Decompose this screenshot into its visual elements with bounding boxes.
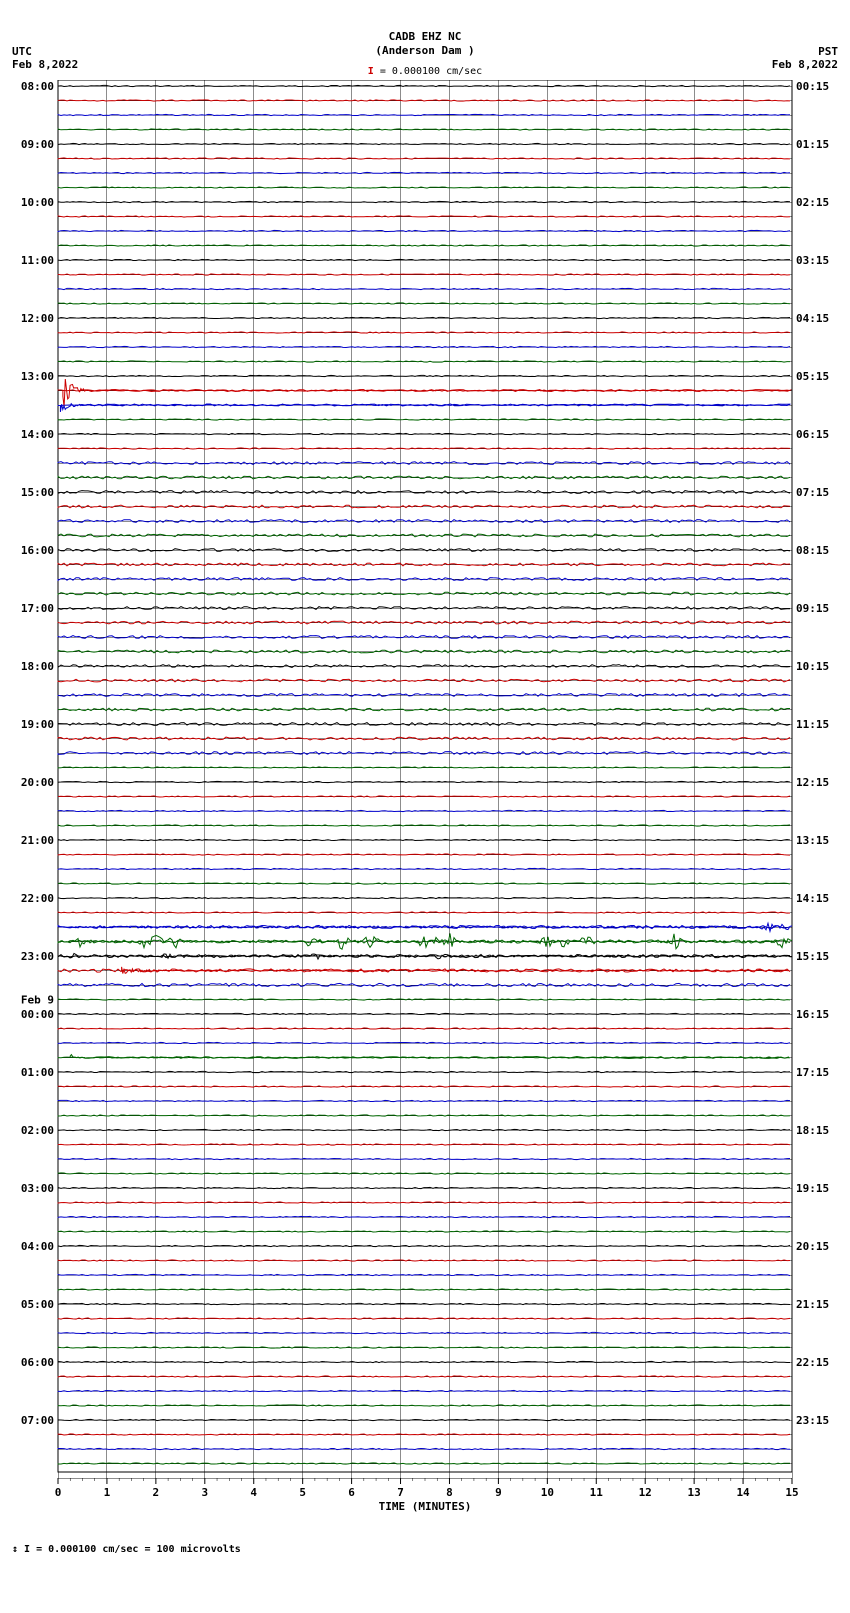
svg-text:4: 4 <box>250 1486 257 1499</box>
svg-text:07:00: 07:00 <box>21 1414 54 1427</box>
svg-text:TIME (MINUTES): TIME (MINUTES) <box>379 1500 472 1513</box>
svg-text:01:00: 01:00 <box>21 1066 54 1079</box>
svg-text:20:00: 20:00 <box>21 776 54 789</box>
svg-text:10:15: 10:15 <box>796 660 829 673</box>
scale-text: = 0.000100 cm/sec <box>380 66 482 77</box>
svg-text:8: 8 <box>446 1486 453 1499</box>
svg-text:05:15: 05:15 <box>796 370 829 383</box>
svg-text:09:00: 09:00 <box>21 138 54 151</box>
svg-text:04:15: 04:15 <box>796 312 829 325</box>
svg-text:3: 3 <box>201 1486 208 1499</box>
svg-text:14: 14 <box>736 1486 750 1499</box>
pst-date: Feb 8,2022 <box>772 58 838 71</box>
svg-text:20:15: 20:15 <box>796 1240 829 1253</box>
svg-text:2: 2 <box>153 1486 160 1499</box>
utc-date: Feb 8,2022 <box>12 58 78 71</box>
svg-text:22:15: 22:15 <box>796 1356 829 1369</box>
svg-text:13: 13 <box>688 1486 701 1499</box>
svg-text:17:15: 17:15 <box>796 1066 829 1079</box>
svg-text:5: 5 <box>299 1486 306 1499</box>
svg-text:01:15: 01:15 <box>796 138 829 151</box>
scale-indicator: I = 0.000100 cm/sec <box>368 65 482 78</box>
seismogram-chart: 08:00 09:00 10:00 11:00 12:00 13:00 14:00 15:00… <box>10 80 840 1532</box>
svg-text:00:00: 00:00 <box>21 1008 54 1021</box>
svg-text:22:00: 22:00 <box>21 892 54 905</box>
svg-text:04:00: 04:00 <box>21 1240 54 1253</box>
svg-text:08:00: 08:00 <box>21 80 54 93</box>
station-code: CADB EHZ NC <box>368 30 482 44</box>
svg-text:14:00: 14:00 <box>21 428 54 441</box>
svg-text:03:15: 03:15 <box>796 254 829 267</box>
svg-text:1: 1 <box>104 1486 111 1499</box>
footer-note: ↕ I = 0.000100 cm/sec = 100 microvolts <box>10 1544 840 1555</box>
svg-text:23:15: 23:15 <box>796 1414 829 1427</box>
svg-text:19:00: 19:00 <box>21 718 54 731</box>
svg-text:23:00: 23:00 <box>21 950 54 963</box>
svg-text:02:15: 02:15 <box>796 196 829 209</box>
footer-text: = 0.000100 cm/sec = 100 microvolts <box>36 1544 241 1555</box>
svg-text:12:00: 12:00 <box>21 312 54 325</box>
header-left: UTC Feb 8,2022 <box>12 45 78 71</box>
svg-text:00:15: 00:15 <box>796 80 829 93</box>
svg-text:12: 12 <box>639 1486 652 1499</box>
svg-text:11:00: 11:00 <box>21 254 54 267</box>
svg-text:09:15: 09:15 <box>796 602 829 615</box>
svg-text:12:15: 12:15 <box>796 776 829 789</box>
svg-text:10:00: 10:00 <box>21 196 54 209</box>
svg-text:13:00: 13:00 <box>21 370 54 383</box>
svg-text:15: 15 <box>785 1486 798 1499</box>
footer-bar-icon: ↕ I <box>12 1544 36 1555</box>
svg-text:06:00: 06:00 <box>21 1356 54 1369</box>
utc-label: UTC <box>12 45 78 58</box>
svg-text:06:15: 06:15 <box>796 428 829 441</box>
station-name: (Anderson Dam ) <box>368 44 482 58</box>
svg-text:18:15: 18:15 <box>796 1124 829 1137</box>
svg-text:07:15: 07:15 <box>796 486 829 499</box>
svg-text:03:00: 03:00 <box>21 1182 54 1195</box>
svg-text:15:15: 15:15 <box>796 950 829 963</box>
svg-text:08:15: 08:15 <box>796 544 829 557</box>
scale-bar-icon: I <box>368 66 374 77</box>
pst-label: PST <box>772 45 838 58</box>
svg-text:7: 7 <box>397 1486 404 1499</box>
svg-text:15:00: 15:00 <box>21 486 54 499</box>
svg-text:16:00: 16:00 <box>21 544 54 557</box>
svg-text:18:00: 18:00 <box>21 660 54 673</box>
svg-text:13:15: 13:15 <box>796 834 829 847</box>
svg-text:02:00: 02:00 <box>21 1124 54 1137</box>
svg-text:0: 0 <box>55 1486 62 1499</box>
svg-text:21:15: 21:15 <box>796 1298 829 1311</box>
header-center: CADB EHZ NC (Anderson Dam ) I = 0.000100… <box>368 30 482 78</box>
svg-text:Feb 9: Feb 9 <box>21 994 54 1007</box>
svg-text:05:00: 05:00 <box>21 1298 54 1311</box>
svg-text:14:15: 14:15 <box>796 892 829 905</box>
seismogram-svg: 08:00 09:00 10:00 11:00 12:00 13:00 14:00 15:00… <box>10 80 840 1532</box>
svg-text:9: 9 <box>495 1486 502 1499</box>
svg-text:10: 10 <box>541 1486 554 1499</box>
header-right: PST Feb 8,2022 <box>772 45 838 71</box>
header: UTC Feb 8,2022 CADB EHZ NC (Anderson Dam… <box>10 10 840 80</box>
svg-text:17:00: 17:00 <box>21 602 54 615</box>
svg-text:6: 6 <box>348 1486 355 1499</box>
svg-text:16:15: 16:15 <box>796 1008 829 1021</box>
svg-text:11: 11 <box>590 1486 604 1499</box>
svg-text:19:15: 19:15 <box>796 1182 829 1195</box>
svg-text:21:00: 21:00 <box>21 834 54 847</box>
svg-text:11:15: 11:15 <box>796 718 829 731</box>
